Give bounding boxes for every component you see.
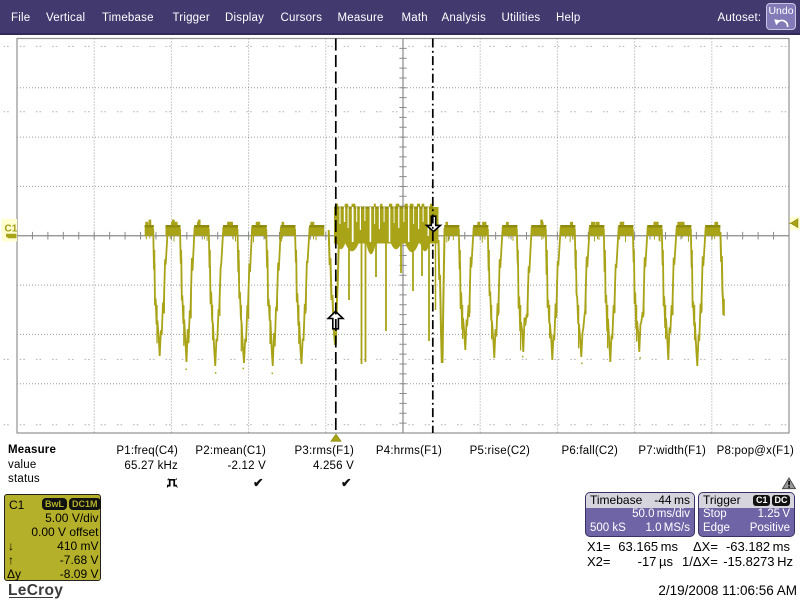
svg-text:C1: C1	[5, 224, 18, 235]
